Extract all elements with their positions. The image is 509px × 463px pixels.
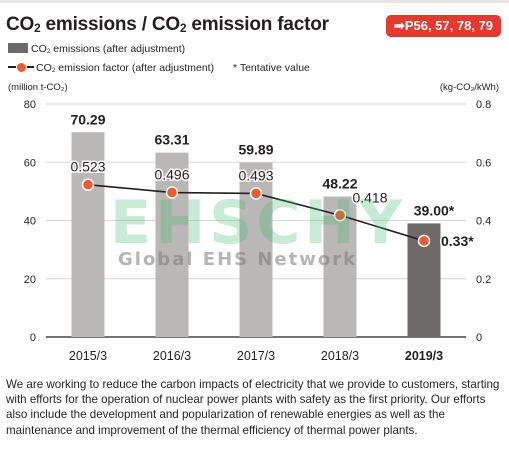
right-tick-label: 0: [476, 332, 482, 344]
legend-line: CO2 emission factor (after adjustment) *…: [8, 62, 310, 74]
bar-value-label: 48.22: [322, 176, 357, 192]
right-tick-label: 0.6: [476, 157, 491, 169]
watermark-logo: EHSCHY: [110, 188, 407, 258]
page-reference-link[interactable]: ➡P56, 57, 78, 79: [385, 15, 501, 37]
right-tick-label: 0.4: [476, 216, 491, 228]
legend-line-swatch: [8, 62, 34, 73]
left-tick-label: 60: [24, 157, 36, 169]
right-tick-label: 0.8: [476, 99, 491, 111]
right-axis-unit: (kg-CO₂/kWh): [439, 82, 499, 93]
bar-value-label: 63.31: [154, 132, 189, 148]
line-point: [165, 186, 179, 199]
category-label: 2015/3: [69, 349, 107, 363]
legend-bar-swatch: [8, 43, 28, 53]
line-value-label: 0.33*: [441, 233, 474, 249]
legend-bars: CO2 emissions (after adjustment): [8, 43, 185, 55]
line-value-label: 0.418: [352, 189, 387, 205]
line-point: [417, 234, 431, 248]
chart-title: CO2 emissions / CO2 emission factor: [6, 14, 329, 35]
line-point: [333, 209, 347, 222]
left-tick-label: 40: [24, 216, 36, 228]
line-value-label: 0.496: [154, 167, 189, 183]
category-label: 2016/3: [153, 349, 191, 363]
bar-value-label: 59.89: [238, 142, 273, 158]
line-value-label: 0.493: [238, 167, 273, 183]
line-point: [81, 178, 95, 191]
right-tick-label: 0.2: [476, 274, 491, 286]
bar-value-label: 70.29: [70, 111, 105, 127]
watermark-tagline: Global EHS Network: [118, 249, 358, 270]
bar: [71, 132, 105, 337]
description-paragraph: We are working to reduce the carbon impa…: [6, 378, 500, 437]
line-value-label: 0.523: [70, 159, 105, 175]
line-point: [249, 187, 263, 200]
left-tick-label: 80: [24, 99, 36, 111]
chart-plot: 0 0 20 0.2 40 0.4 60 0.6 80 0.8 2015/3 70.29 2016/3 6…: [24, 99, 492, 363]
tentative-note: * Tentative value: [233, 62, 310, 74]
left-axis-unit: (million t-CO₂): [8, 82, 68, 93]
bar-value-label: 39.00*: [414, 202, 455, 218]
category-label: 2017/3: [237, 349, 275, 363]
bar: [155, 152, 189, 337]
category-label: 2019/3: [405, 349, 443, 363]
top-divider: [0, 0, 509, 3]
left-tick-label: 0: [30, 332, 36, 344]
left-tick-label: 20: [24, 274, 36, 286]
category-label: 2018/3: [321, 349, 359, 363]
